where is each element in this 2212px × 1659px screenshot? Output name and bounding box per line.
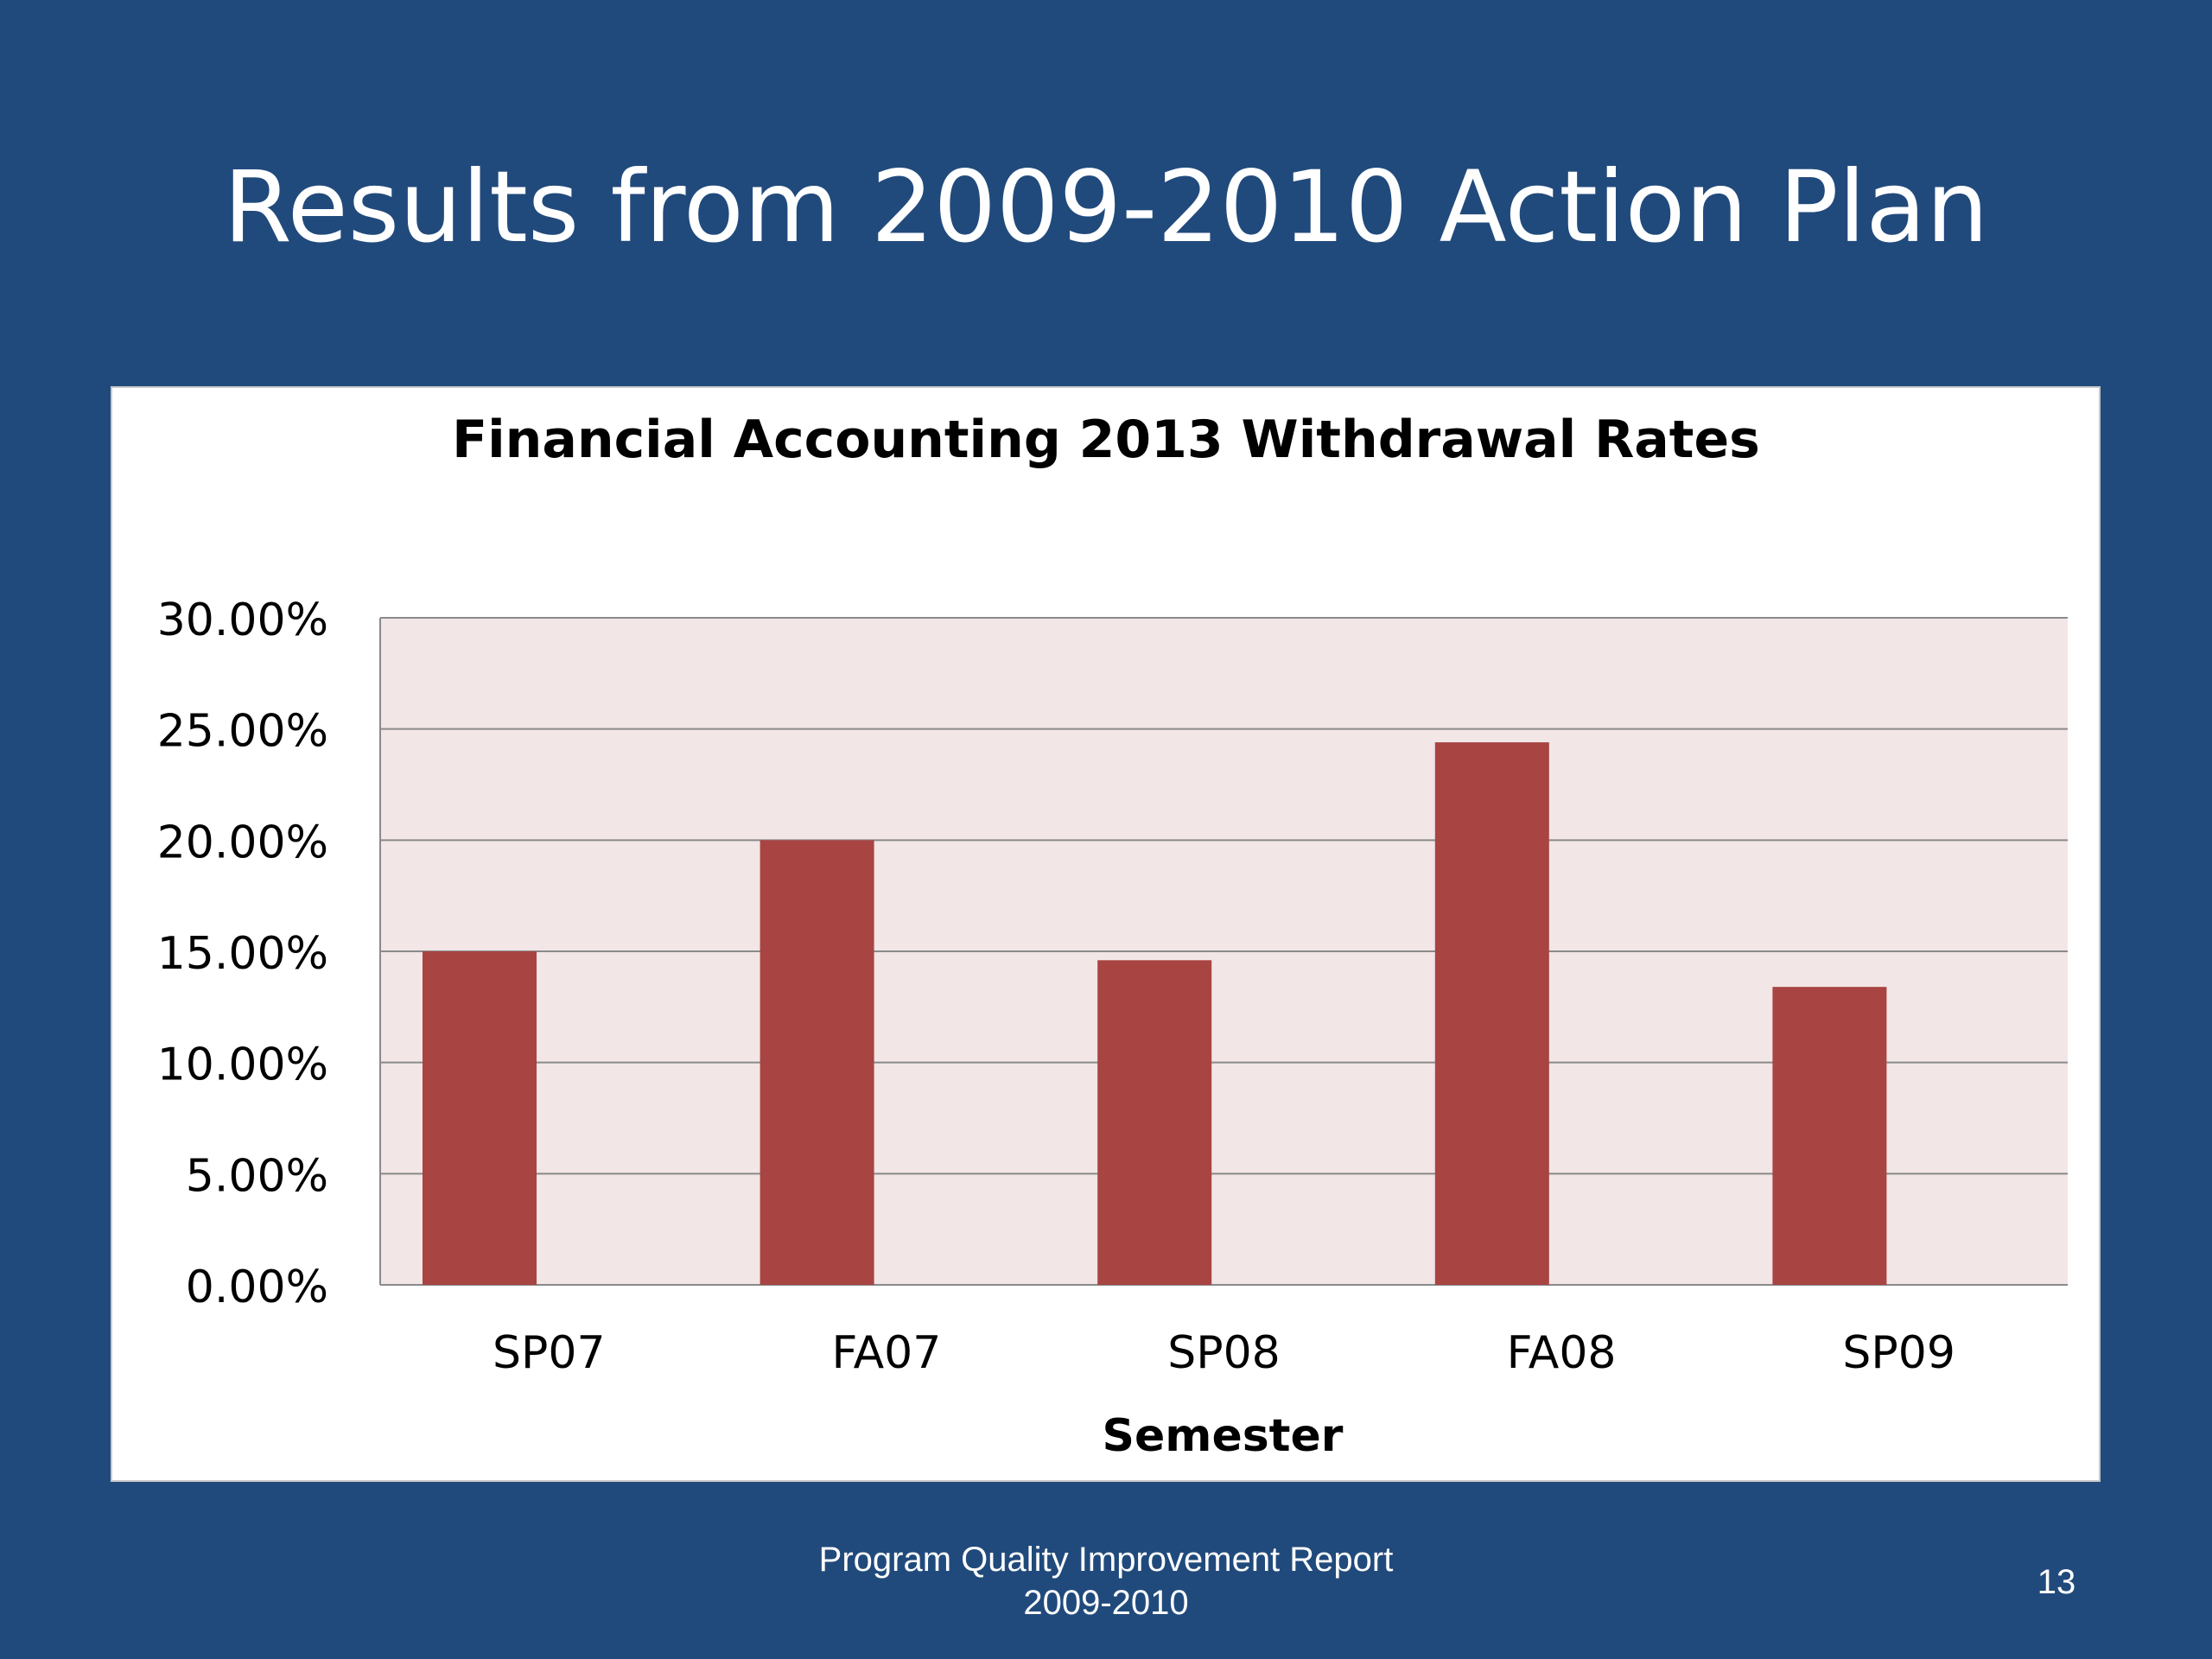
y-tick-label: 0.00% [186,1262,328,1313]
x-tick-label: SP07 [493,1327,606,1379]
x-tick-label: FA07 [831,1327,941,1379]
y-tick-label: 20.00% [157,817,328,868]
y-tick-label: 10.00% [157,1039,328,1091]
plot-area: 0.00% 5.00% 10.00% 15.00% 20.00% 25.00% 30.00%… [157,594,2068,1379]
bar-fa07 [760,840,874,1285]
x-axis-title: Semester [1103,1410,1344,1462]
footer-report: Program Quality Improvement Report 2009-… [674,1538,1538,1624]
y-tick-label: 30.00% [157,594,328,646]
x-tick-label: FA08 [1507,1327,1617,1379]
chart-panel: Financial Accounting 2013 Withdrawal Rat… [111,386,2101,1482]
slide-title: Results from 2009-2010 Action Plan [223,149,1989,264]
footer-report-title: Program Quality Improvement Report [818,1541,1394,1579]
y-tick-label: 5.00% [186,1150,328,1202]
x-tick-label: SP08 [1167,1327,1281,1379]
bar-chart: Financial Accounting 2013 Withdrawal Rat… [157,410,2068,1462]
bar-sp09 [1772,987,1887,1285]
page-number: 13 [2037,1563,2076,1601]
bar-sp07 [423,951,537,1285]
y-tick-label: 25.00% [157,706,328,758]
footer-report-year: 2009-2010 [1023,1584,1189,1622]
x-tick-label: SP09 [1842,1327,1955,1379]
bar-sp08 [1097,960,1212,1285]
chart-title: Financial Accounting 2013 Withdrawal Rat… [452,410,1760,470]
bar-fa08 [1434,742,1549,1285]
y-tick-label: 15.00% [157,928,328,980]
